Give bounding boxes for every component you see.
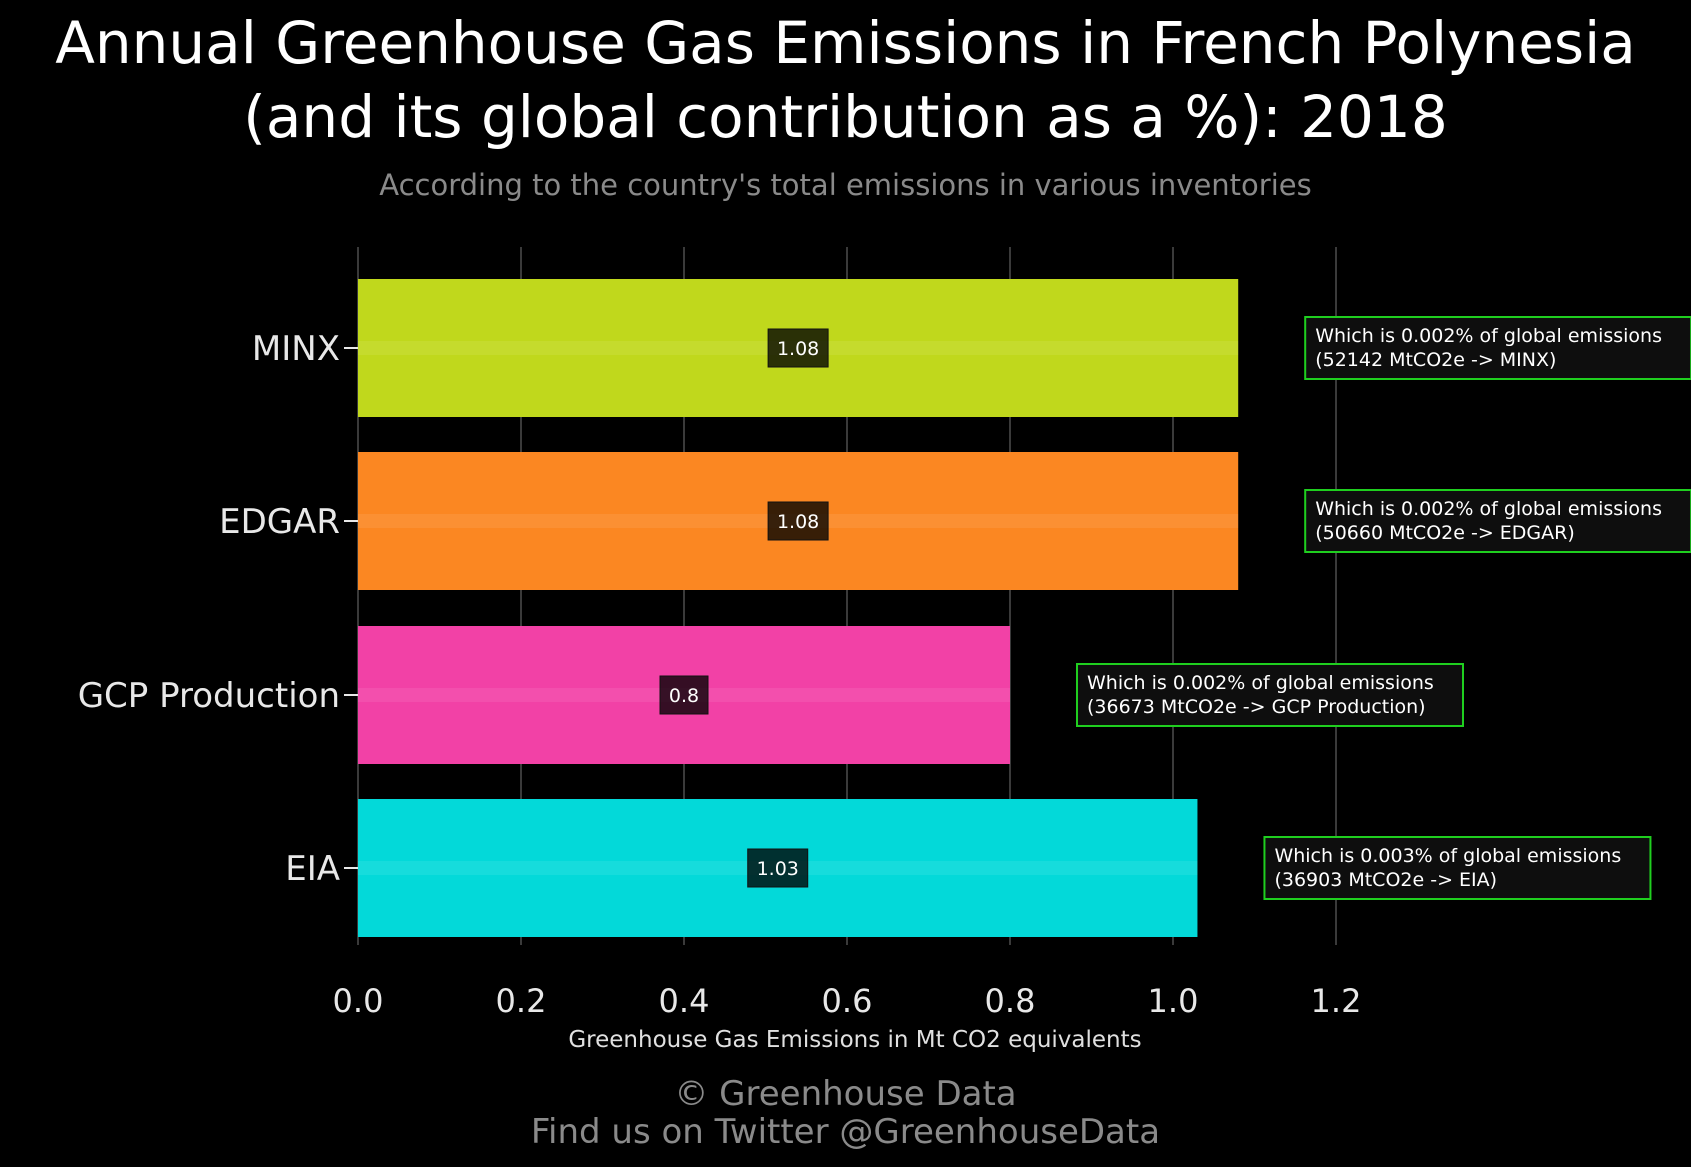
annotation-box (1076, 663, 1464, 727)
annotation-box (1263, 836, 1652, 900)
annotation-line-1: Which is 0.002% of global emissions (1315, 325, 1662, 347)
x-tick-label: 1.0 (1148, 982, 1199, 1020)
value-label: 1.08 (777, 338, 819, 360)
value-label: 1.03 (757, 858, 799, 880)
category-label: EDGAR (219, 502, 340, 542)
title-line-1: Annual Greenhouse Gas Emissions in Frenc… (55, 9, 1636, 77)
annotation-line-2: (52142 MtCO2e -> MINX) (1315, 349, 1556, 371)
x-tick-label: 0.2 (496, 982, 547, 1020)
category-label: GCP Production (78, 676, 340, 716)
chart-title: Annual Greenhouse Gas Emissions in Frenc… (0, 6, 1691, 154)
annotation-line-1: Which is 0.003% of global emissions (1274, 845, 1621, 867)
title-line-2: (and its global contribution as a %): 20… (243, 83, 1448, 151)
x-tick-label: 0.8 (985, 982, 1036, 1020)
value-label-box (767, 501, 829, 541)
credit-line-2: Find us on Twitter @GreenhouseData (530, 1112, 1161, 1152)
value-label-box (659, 675, 709, 715)
value-label: 0.8 (669, 685, 699, 707)
x-axis-label: Greenhouse Gas Emissions in Mt CO2 equiv… (568, 1027, 1141, 1053)
annotation-line-1: Which is 0.002% of global emissions (1315, 498, 1662, 520)
x-tick-label: 0.4 (659, 982, 710, 1020)
value-label-box (747, 848, 809, 888)
annotation-line-2: (50660 MtCO2e -> EDGAR) (1315, 522, 1575, 544)
annotation-box (1304, 489, 1691, 553)
value-label: 1.08 (777, 511, 819, 533)
credit-line-1: © Greenhouse Data (674, 1074, 1017, 1114)
annotation-box (1304, 316, 1691, 380)
value-label-box (767, 328, 829, 368)
x-tick-label: 1.2 (1311, 982, 1362, 1020)
annotation-line-1: Which is 0.002% of global emissions (1087, 672, 1434, 694)
annotation-line-2: (36903 MtCO2e -> EIA) (1274, 869, 1497, 891)
annotation-line-2: (36673 MtCO2e -> GCP Production) (1087, 696, 1426, 718)
x-tick-label: 0.6 (822, 982, 873, 1020)
category-label: MINX (252, 329, 340, 369)
x-tick-label: 0.0 (333, 982, 384, 1020)
category-label: EIA (285, 849, 340, 889)
chart-subtitle: According to the country's total emissio… (379, 168, 1312, 202)
